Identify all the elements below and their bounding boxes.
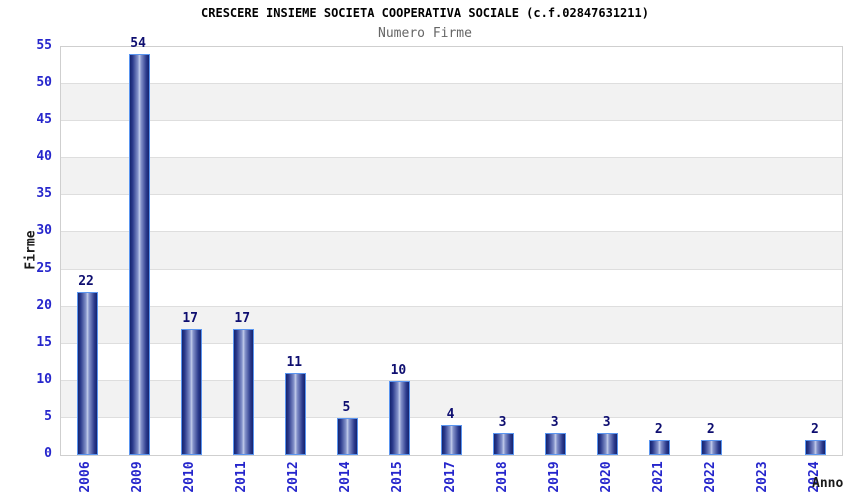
gridline bbox=[61, 416, 842, 418]
y-tick-label: 10 bbox=[36, 371, 52, 387]
gridline bbox=[61, 342, 842, 344]
y-tick-label: 50 bbox=[36, 75, 52, 91]
bar-value-label: 2 bbox=[654, 422, 663, 438]
bar-value-label: 17 bbox=[234, 310, 251, 326]
chart-subtitle: Numero Firme bbox=[378, 26, 472, 41]
y-tick-label: 20 bbox=[36, 297, 52, 313]
plot-area bbox=[60, 46, 843, 456]
plot-band bbox=[61, 344, 842, 381]
bar bbox=[545, 432, 567, 455]
gridline bbox=[61, 268, 842, 270]
bar bbox=[76, 291, 98, 455]
bar-value-label: 22 bbox=[78, 273, 94, 289]
plot-band bbox=[61, 84, 842, 122]
bar-value-label: 11 bbox=[286, 355, 303, 371]
y-tick-label: 0 bbox=[44, 446, 52, 461]
gridline bbox=[61, 379, 842, 381]
bar bbox=[441, 425, 462, 455]
bar-value-label: 3 bbox=[602, 414, 611, 430]
y-tick-label: 55 bbox=[36, 38, 52, 53]
y-tick-label: 45 bbox=[36, 112, 52, 128]
x-tick-label: 2017 bbox=[442, 461, 458, 493]
bar bbox=[649, 440, 671, 455]
gridline bbox=[61, 231, 842, 233]
x-tick-label: 2009 bbox=[130, 461, 146, 493]
bar-value-label: 54 bbox=[130, 36, 146, 52]
gridline bbox=[61, 83, 842, 85]
chart-title: CRESCERE INSIEME SOCIETA COOPERATIVA SOC… bbox=[201, 6, 649, 20]
bar-value-label: 2 bbox=[811, 422, 819, 438]
y-tick-label: 25 bbox=[36, 260, 52, 276]
plot-band bbox=[61, 121, 842, 158]
y-tick-label: 15 bbox=[36, 334, 52, 350]
bar-value-label: 3 bbox=[498, 414, 507, 430]
bar-value-label: 3 bbox=[550, 414, 559, 430]
bar-value-label: 17 bbox=[182, 310, 198, 326]
x-tick-label: 2015 bbox=[390, 461, 406, 493]
plot-band bbox=[61, 270, 842, 307]
x-tick-label: 2021 bbox=[650, 461, 666, 493]
x-tick-label: 2010 bbox=[182, 461, 198, 493]
y-axis-title: Firme bbox=[23, 230, 39, 270]
plot-band bbox=[61, 158, 842, 196]
bar-value-label: 2 bbox=[706, 422, 715, 438]
plot-band bbox=[61, 195, 842, 232]
y-tick-label: 40 bbox=[36, 149, 52, 165]
gridline bbox=[61, 305, 842, 307]
bar bbox=[336, 417, 358, 455]
bar bbox=[232, 328, 254, 455]
plot-band bbox=[61, 47, 842, 84]
x-tick-label: 2018 bbox=[494, 461, 510, 493]
gridline bbox=[61, 194, 842, 196]
x-tick-label: 2020 bbox=[598, 461, 614, 493]
x-axis-title: Anno bbox=[812, 476, 844, 491]
x-tick-label: 2012 bbox=[286, 461, 302, 493]
gridline bbox=[61, 157, 842, 159]
x-tick-label: 2023 bbox=[754, 461, 770, 493]
y-tick-label: 5 bbox=[44, 408, 52, 424]
bar bbox=[701, 440, 723, 455]
bar bbox=[128, 54, 150, 455]
bar bbox=[180, 328, 202, 455]
bar bbox=[493, 432, 515, 455]
x-tick-label: 2014 bbox=[338, 461, 354, 493]
bar-value-label: 5 bbox=[342, 399, 351, 415]
plot-band bbox=[61, 232, 842, 270]
y-tick-label: 35 bbox=[36, 186, 52, 202]
y-tick-label: 30 bbox=[36, 223, 52, 239]
x-tick-label: 2022 bbox=[702, 461, 718, 493]
x-tick-label: 2011 bbox=[234, 461, 250, 493]
bar bbox=[597, 432, 619, 455]
bar bbox=[388, 380, 410, 455]
x-tick-label: 2006 bbox=[78, 461, 94, 493]
bar bbox=[805, 440, 827, 455]
gridline bbox=[61, 120, 842, 122]
plot-band bbox=[61, 306, 842, 344]
bar-value-label: 4 bbox=[446, 407, 455, 423]
bar bbox=[284, 373, 306, 455]
x-tick-label: 2019 bbox=[546, 461, 562, 493]
bar-value-label: 10 bbox=[390, 362, 407, 378]
